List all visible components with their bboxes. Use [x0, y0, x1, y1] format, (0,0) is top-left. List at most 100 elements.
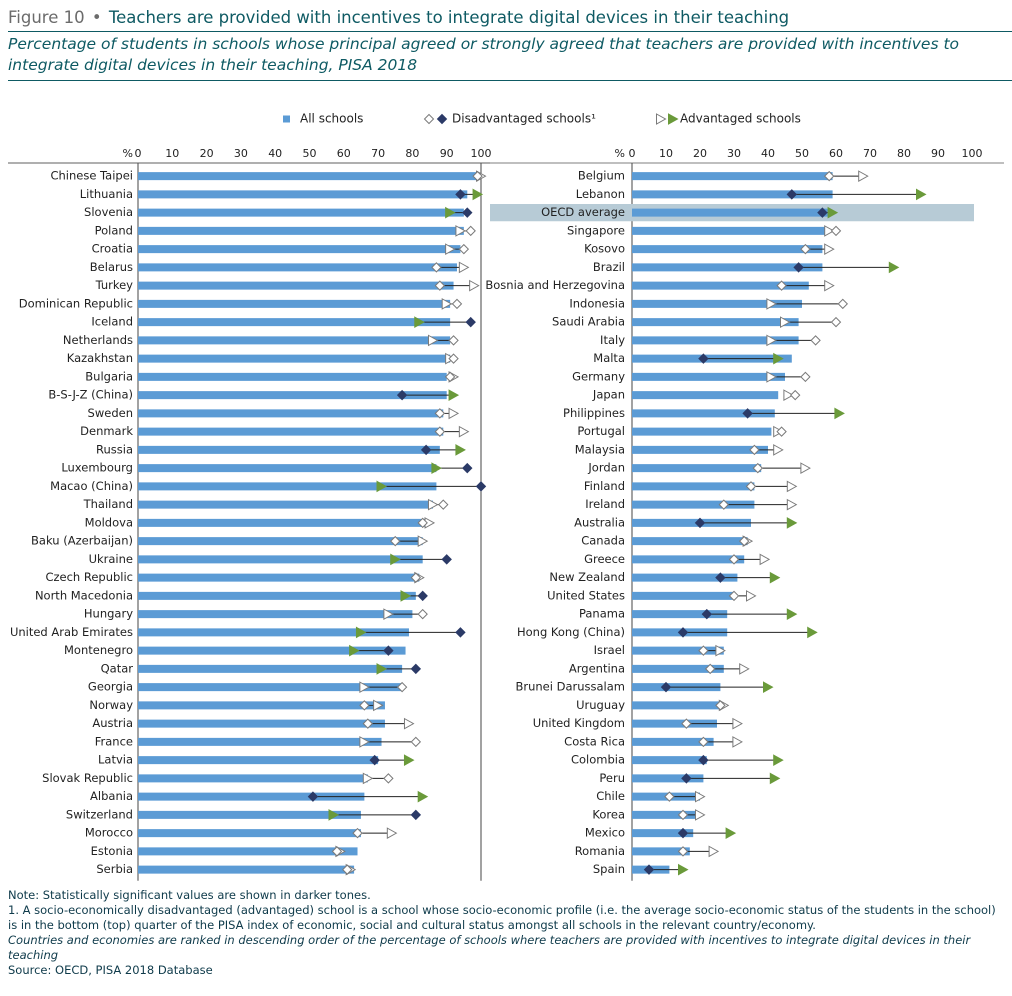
- disadvantaged-marker: [793, 262, 804, 273]
- bar-all-schools: [138, 245, 461, 254]
- disadvantaged-marker: [800, 371, 811, 383]
- disadvantaged-marker: [417, 517, 428, 529]
- bar-all-schools: [632, 664, 724, 673]
- country-label: Norway: [89, 698, 133, 712]
- disadvantaged-marker: [451, 298, 463, 310]
- advantaged-marker: [400, 590, 412, 602]
- x-tick-label: 60: [337, 147, 351, 160]
- disadvantaged-marker: [704, 663, 716, 675]
- country-label: United Arab Emirates: [10, 625, 133, 639]
- disadvantaged-marker: [444, 371, 456, 383]
- legend-all-label: All schools: [300, 112, 363, 126]
- disadvantaged-marker: [359, 700, 370, 711]
- bar-all-schools: [138, 756, 379, 765]
- disadvantaged-marker: [420, 444, 432, 456]
- advantaged-marker: [383, 608, 394, 620]
- advantaged-marker: [783, 389, 794, 401]
- disadvantaged-marker: [742, 408, 753, 419]
- bar-all-schools: [632, 555, 745, 564]
- bar-all-schools: [138, 391, 447, 400]
- country-label: Greece: [584, 552, 625, 566]
- bar-all-schools: [632, 810, 697, 819]
- bar-all-schools: [632, 409, 775, 418]
- disadvantaged-marker: [698, 645, 709, 656]
- country-label: Spain: [593, 862, 625, 876]
- bar-all-schools: [632, 281, 809, 290]
- country-label: Lithuania: [80, 187, 133, 201]
- country-label: Belgium: [578, 169, 625, 183]
- source-note: Source: OECD, PISA 2018 Database: [8, 963, 213, 977]
- disadvantaged-marker: [434, 280, 446, 291]
- country-label: Dominican Republic: [19, 296, 133, 310]
- disadvantaged-marker: [465, 225, 476, 237]
- bar-all-schools: [632, 646, 724, 655]
- disadvantaged-marker: [677, 809, 689, 821]
- disadvantaged-marker: [396, 681, 408, 693]
- unit-label: %: [123, 147, 133, 160]
- notes: Note: Statistically significant values a…: [8, 888, 1006, 978]
- country-label: Finland: [584, 479, 625, 493]
- disadvantaged-marker: [396, 389, 408, 401]
- advantaged-marker: [773, 754, 784, 766]
- advantaged-marker: [834, 407, 845, 420]
- advantaged-marker: [759, 553, 771, 566]
- bar-all-schools: [138, 810, 361, 819]
- advantaged-marker: [786, 608, 798, 620]
- disadvantaged-marker: [664, 791, 675, 802]
- country-label: Argentina: [569, 661, 625, 675]
- bar-all-schools: [138, 354, 451, 363]
- advantaged-marker: [469, 279, 480, 292]
- bar-all-schools: [632, 372, 785, 381]
- disadvantaged-marker: [786, 189, 798, 200]
- bar-all-schools: [632, 500, 755, 509]
- ranking-note: Countries and economies are ranked in de…: [8, 933, 971, 962]
- x-tick-label: 10: [659, 147, 673, 160]
- bar-all-schools: [138, 427, 444, 436]
- x-tick-label: 30: [727, 147, 741, 160]
- country-label: Singapore: [567, 223, 625, 237]
- x-tick-label: 50: [795, 147, 809, 160]
- disadvantaged-marker: [800, 243, 811, 255]
- bar-all-schools: [632, 482, 755, 491]
- country-label: Costa Rica: [564, 734, 625, 748]
- disadvantaged-marker: [417, 590, 428, 602]
- significance-note: Note: Statistically significant values a…: [8, 888, 371, 902]
- figure-separator: •: [91, 8, 102, 27]
- country-label: Chinese Taipei: [50, 169, 133, 183]
- country-label: Israel: [594, 643, 625, 657]
- country-label: Brazil: [593, 260, 625, 274]
- disadvantaged-marker: [410, 572, 422, 583]
- bar-all-schools: [632, 263, 823, 272]
- advantaged-marker: [403, 717, 415, 730]
- x-tick-label: 90: [440, 147, 454, 160]
- bar-all-schools: [632, 464, 762, 473]
- advantaged-marker: [695, 790, 706, 803]
- advantaged-marker: [376, 480, 388, 493]
- country-label: New Zealand: [549, 570, 625, 584]
- disadvantaged-marker: [434, 426, 446, 437]
- country-label: Morocco: [85, 826, 133, 840]
- country-label: Canada: [581, 534, 625, 548]
- advantaged-marker: [773, 352, 784, 365]
- figure-title: Figure 10 • Teachers are provided with i…: [8, 8, 1008, 27]
- country-label: Australia: [574, 515, 625, 529]
- country-label: Kosovo: [584, 242, 625, 256]
- bar-all-schools: [632, 537, 748, 546]
- country-label: Qatar: [101, 661, 134, 675]
- bar-all-schools: [632, 573, 738, 582]
- country-label: Serbia: [96, 862, 133, 876]
- disadvantaged-marker: [749, 444, 760, 456]
- disadvantaged-marker: [441, 554, 452, 565]
- bar-all-schools: [138, 299, 451, 308]
- disadvantaged-marker: [677, 846, 689, 857]
- bar-all-schools: [138, 628, 409, 637]
- disadvantaged-marker: [718, 499, 730, 510]
- disadvantaged-marker: [694, 517, 706, 529]
- country-label: France: [95, 734, 133, 748]
- disadvantaged-marker: [448, 353, 459, 364]
- bar-all-schools: [138, 701, 385, 710]
- x-tick-label: 20: [693, 147, 707, 160]
- figure-label: Figure 10: [8, 8, 85, 27]
- country-label: Macao (China): [50, 479, 133, 493]
- bar-all-schools: [138, 226, 464, 235]
